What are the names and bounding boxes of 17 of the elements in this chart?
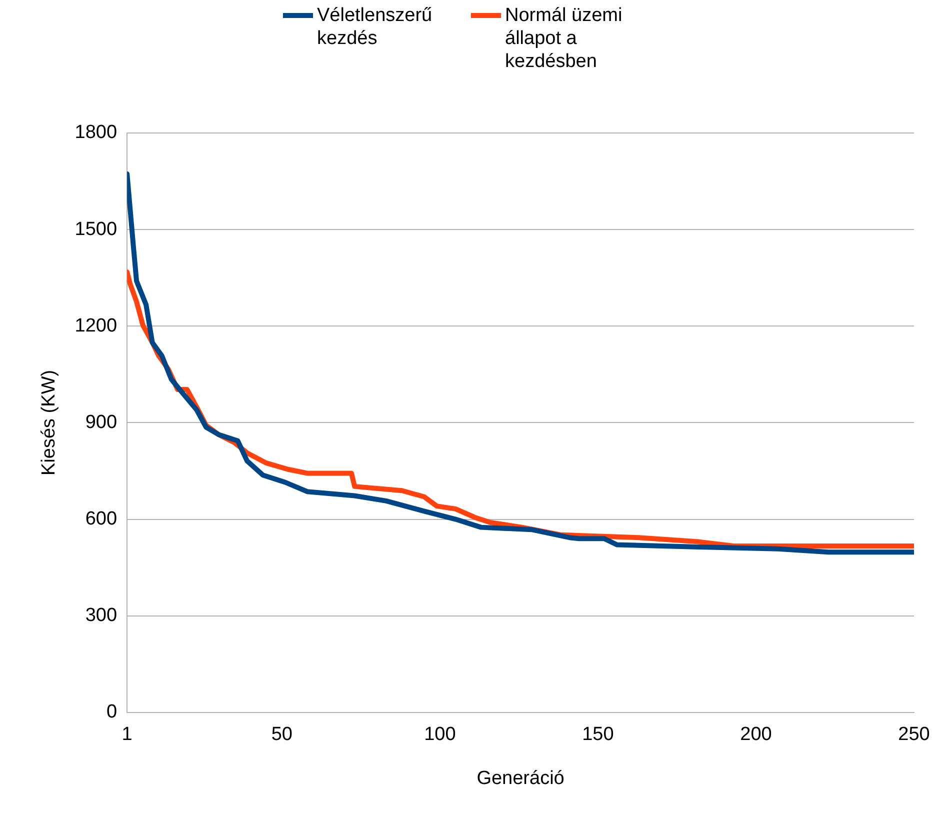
legend-label: Véletlenszerű kezdés: [317, 4, 434, 50]
y-axis-title: Kiesés (KW): [38, 370, 60, 476]
y-tick-label: 1500: [74, 218, 118, 240]
y-tick-label: 300: [85, 605, 118, 626]
y-tick-label: 0: [106, 702, 118, 723]
x-axis-title: Generáció: [476, 768, 564, 789]
y-tick-label: 1800: [74, 122, 118, 144]
x-tick-label: 150: [582, 724, 614, 746]
x-tick-label: 250: [898, 724, 930, 746]
legend-label: Normál üzemi állapot a kezdésben: [505, 4, 624, 73]
y-tick-label: 1200: [74, 315, 118, 336]
x-tick-label: 50: [271, 724, 292, 746]
y-tick-label: 900: [85, 412, 118, 433]
y-tick-label: 600: [85, 508, 118, 530]
x-tick-label: 200: [740, 724, 772, 746]
x-tick-label: 1: [122, 724, 132, 746]
x-tick-label: 100: [424, 724, 456, 746]
